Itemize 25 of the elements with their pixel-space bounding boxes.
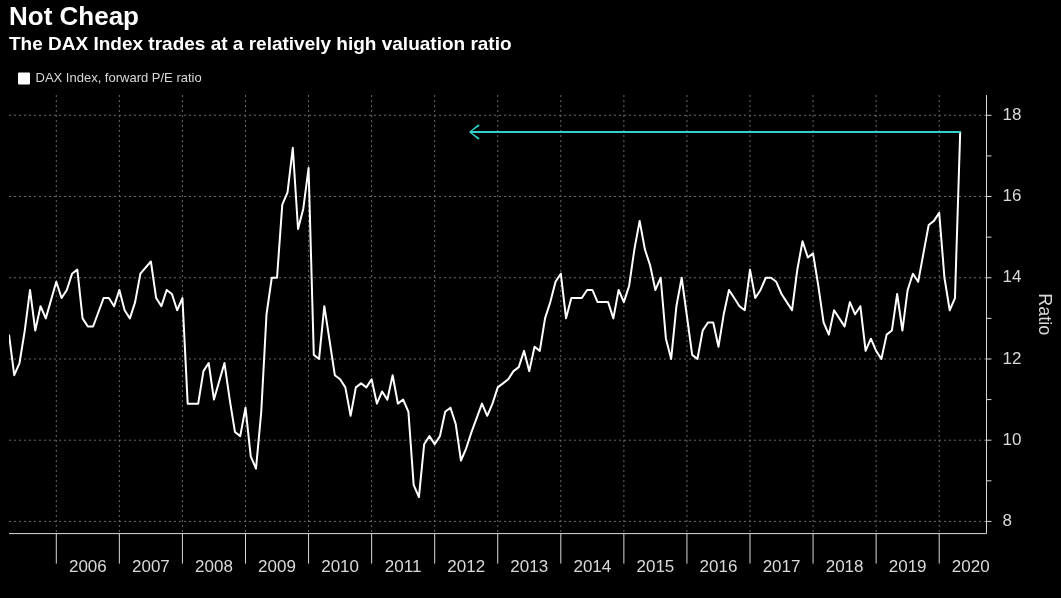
x-tick-label: 2020 bbox=[951, 557, 990, 577]
x-tick-label: 2006 bbox=[68, 557, 107, 577]
y-tick-label: 12 bbox=[1002, 348, 1022, 368]
x-tick-label: 2007 bbox=[131, 557, 170, 577]
x-tick-label: 2015 bbox=[636, 557, 675, 577]
y-axis-title: Ratio bbox=[1035, 293, 1056, 336]
y-tick-label: 16 bbox=[1002, 186, 1022, 206]
chart-title: Not Cheap bbox=[9, 0, 139, 31]
legend-label: DAX Index, forward P/E ratio bbox=[35, 70, 202, 86]
x-tick-label: 2019 bbox=[888, 557, 927, 577]
x-tick-label: 2010 bbox=[321, 557, 359, 577]
x-tick-label: 2009 bbox=[258, 557, 296, 577]
x-tick-label: 2017 bbox=[762, 557, 801, 577]
x-tick-label: 2008 bbox=[195, 557, 233, 577]
x-tick-label: 2018 bbox=[825, 557, 864, 577]
x-tick-label: 2014 bbox=[573, 557, 612, 577]
x-tick-label: 2016 bbox=[699, 557, 738, 577]
x-tick-label: 2011 bbox=[384, 557, 422, 577]
x-tick-label: 2013 bbox=[510, 557, 549, 577]
chart-subtitle: The DAX Index trades at a relatively high valuation ratio bbox=[9, 32, 512, 54]
x-tick-label: 2012 bbox=[447, 557, 486, 577]
y-tick-label: 8 bbox=[1002, 511, 1012, 531]
y-tick-label: 10 bbox=[1002, 429, 1022, 449]
y-tick-label: 14 bbox=[1002, 267, 1022, 287]
y-tick-label: 18 bbox=[1002, 104, 1022, 124]
